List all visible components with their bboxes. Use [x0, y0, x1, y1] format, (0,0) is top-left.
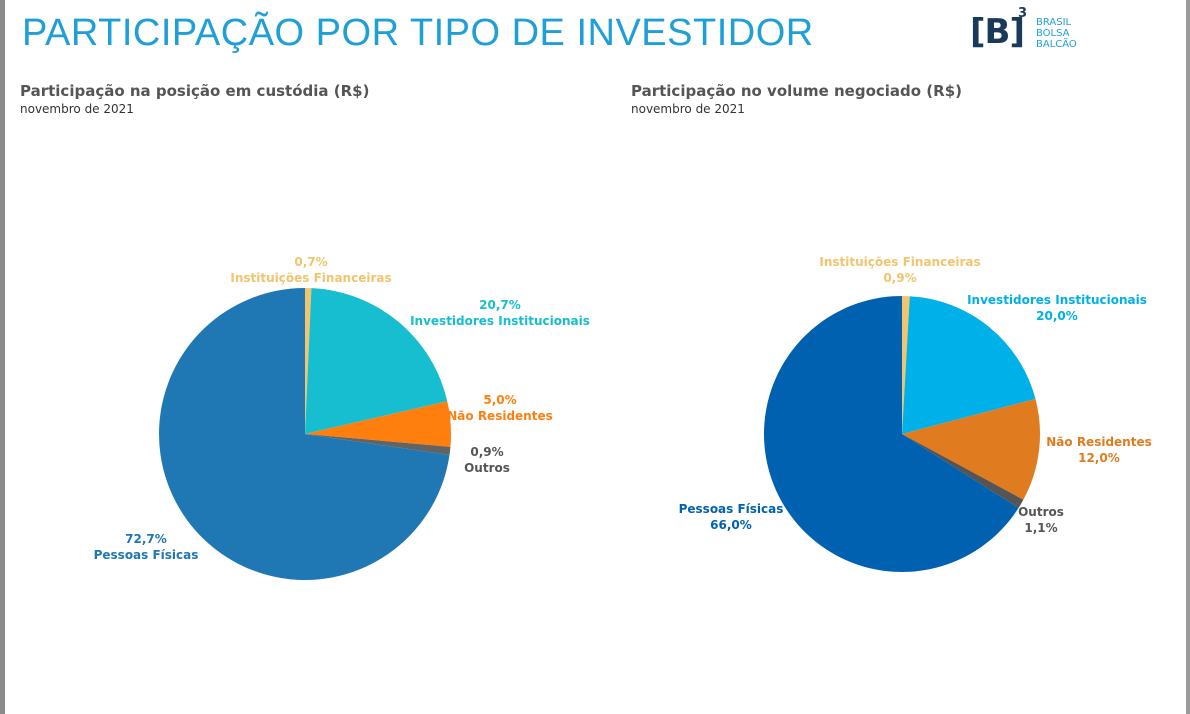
chart-2-title: Participação no volume negociado (R$)	[631, 82, 963, 100]
logo-mark: [B]	[970, 12, 1025, 52]
chart-1-label-pessoas-fisicas: 72,7% Pessoas Físicas	[94, 532, 199, 562]
chart-2-slice-outros	[902, 434, 1024, 508]
chart-1-slice-outros	[305, 434, 451, 456]
logo-word-1: BRASIL	[1036, 17, 1072, 28]
chart-2-label-investidores-institucionais: Investidores Institucionais 20,0%	[967, 293, 1147, 323]
chart-1-subtitle: novembro de 2021	[20, 102, 134, 116]
logo-word-3: BALCÃO	[1036, 39, 1077, 50]
chart-1-slice-investidores-institucionais	[305, 288, 448, 434]
chart-1-label-outros: 0,9% Outros	[464, 445, 510, 475]
b3-logo: [B] 3 BRASIL BOLSA BALCÃO	[970, 6, 1100, 60]
logo-words: BRASIL BOLSA BALCÃO	[1036, 17, 1077, 50]
chart-2-slice-pessoas-fisicas	[764, 296, 1019, 572]
chart-2-slice-investidores-institucionais	[902, 296, 1036, 434]
chart-2-label-instituicoes-financeiras: Instituições Financeiras 0,9%	[819, 255, 980, 285]
chart-2-slice-instituicoes-financeiras	[902, 296, 910, 434]
frame-left-border	[0, 0, 5, 714]
chart-2-subtitle: novembro de 2021	[631, 102, 745, 116]
chart-2-label-nao-residentes: Não Residentes 12,0%	[1046, 435, 1152, 465]
chart-2-label-outros: Outros 1,1%	[1018, 505, 1064, 535]
chart-1-slice-nao-residentes	[305, 401, 452, 447]
chart-1-slice-instituicoes-financeiras	[305, 288, 312, 434]
chart-2-label-pessoas-fisicas: Pessoas Físicas 66,0%	[679, 502, 784, 532]
chart-1-title: Participação na posição em custódia (R$)	[20, 82, 370, 100]
logo-word-2: BOLSA	[1036, 28, 1070, 39]
chart-1-label-instituicoes-financeiras: 0,7% Instituições Financeiras	[230, 255, 391, 285]
chart-1-label-nao-residentes: 5,0% Não Residentes	[447, 393, 553, 423]
logo-superscript: 3	[1018, 6, 1028, 21]
page-title: PARTICIPAÇÃO POR TIPO DE INVESTIDOR	[22, 12, 814, 54]
frame-right-border	[1186, 0, 1190, 714]
chart-1-label-investidores-institucionais: 20,7% Investidores Institucionais	[410, 298, 590, 328]
chart-1-slice-pessoas-fisicas	[159, 288, 450, 580]
chart-2-slice-nao-residentes	[902, 398, 1041, 500]
